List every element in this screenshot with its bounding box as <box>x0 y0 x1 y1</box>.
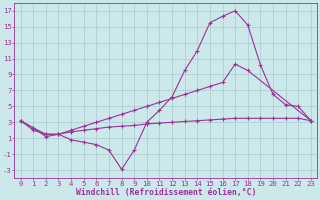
X-axis label: Windchill (Refroidissement éolien,°C): Windchill (Refroidissement éolien,°C) <box>76 188 256 197</box>
